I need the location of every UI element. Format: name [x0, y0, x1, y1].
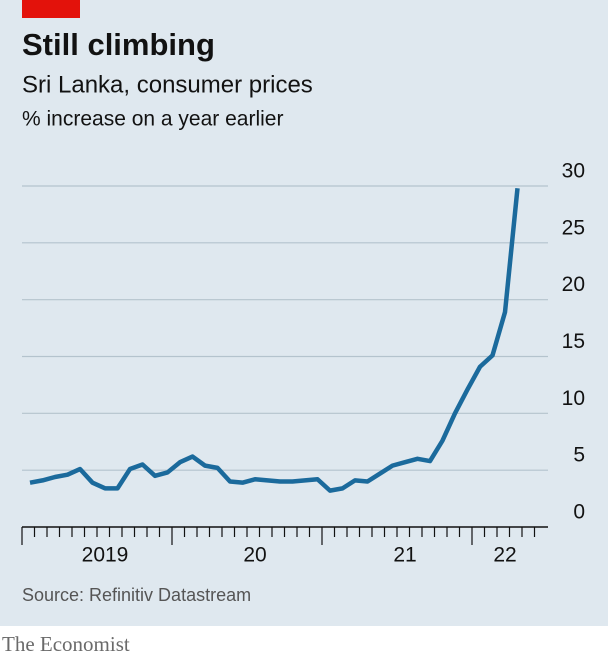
x-tick-label: 22 — [493, 544, 516, 567]
source: Source: Refinitiv Datastream — [22, 585, 251, 605]
x-tick-label: 20 — [243, 544, 266, 567]
x-tick-label: 21 — [393, 544, 416, 567]
chart-subtitle: Sri Lanka, consumer prices — [22, 71, 313, 98]
footer-background — [0, 626, 608, 662]
chart-title: Still climbing — [22, 27, 215, 62]
line — [29, 188, 520, 493]
brand: The Economist — [2, 632, 130, 656]
axis-label: % increase on a year earlier — [22, 108, 283, 131]
y-tick-label: 5 — [573, 444, 585, 467]
y-tick-label: 10 — [562, 387, 585, 410]
y-tick-label: 20 — [562, 273, 585, 296]
red-tag — [22, 0, 80, 18]
y-tick-label: 0 — [573, 501, 585, 524]
y-tick-label: 30 — [562, 160, 585, 183]
y-tick-label: 15 — [562, 330, 585, 353]
y-tick-label: 25 — [562, 216, 585, 239]
x-tick-label: 2019 — [82, 544, 129, 567]
